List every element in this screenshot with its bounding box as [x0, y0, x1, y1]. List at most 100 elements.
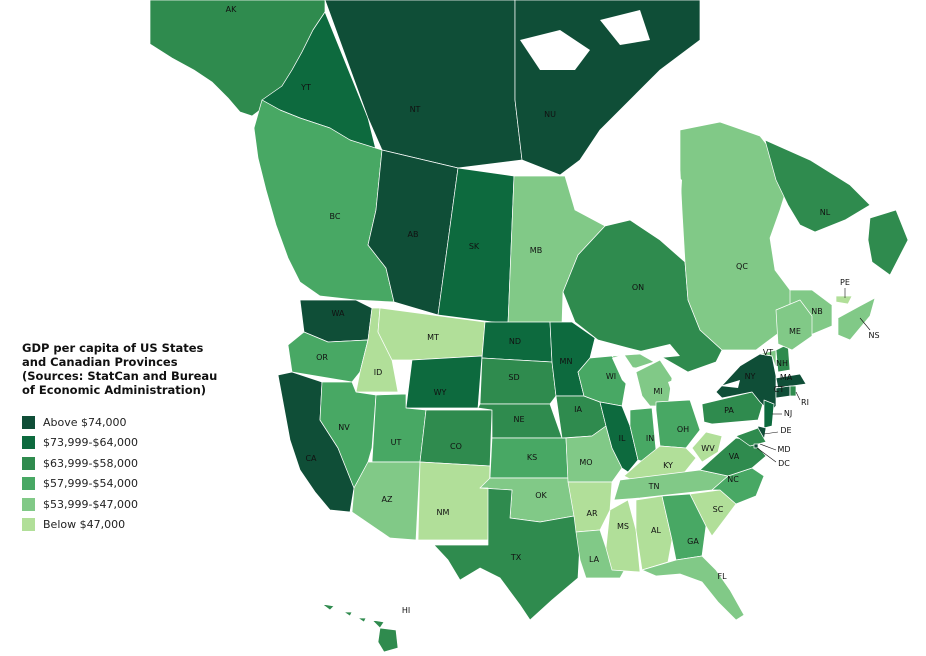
region-label-ut: UT: [391, 438, 402, 447]
region-vt: [759, 349, 777, 369]
region-label-nh: NH: [776, 359, 788, 368]
region-label-dc: DC: [778, 459, 790, 468]
region-label-hi: HI: [402, 606, 410, 615]
legend-title-line: GDP per capita of US States: [22, 341, 204, 355]
region-label-al: AL: [651, 526, 661, 535]
legend-item: Below $47,000: [22, 515, 138, 536]
region-nv: [319, 381, 377, 489]
legend-swatch: [22, 456, 35, 470]
region-label-ia: IA: [574, 405, 582, 414]
region-label-mo: MO: [579, 458, 592, 467]
region-label-in: IN: [646, 434, 654, 443]
legend-label: $63,999-$58,000: [43, 456, 138, 470]
region-wv: [691, 431, 723, 463]
region-label-ks: KS: [527, 453, 537, 462]
region-label-ms: MS: [617, 522, 629, 531]
region-hi: [321, 603, 399, 653]
region-label-pa: PA: [724, 406, 734, 415]
region-label-or: OR: [316, 353, 328, 362]
region-label-ct: CT: [774, 385, 785, 394]
region-label-bc: BC: [330, 212, 341, 221]
region-label-co: CO: [450, 442, 462, 451]
region-label-nu: NU: [544, 110, 556, 119]
region-ms: [605, 499, 641, 573]
water-body: [575, 160, 682, 240]
leader-line-ns: [859, 317, 871, 331]
region-label-wy: WY: [434, 388, 447, 397]
region-label-la: LA: [589, 555, 600, 564]
legend-swatch: [22, 477, 35, 491]
legend-swatch: [22, 415, 35, 429]
water-body: [636, 344, 680, 358]
region-label-ky: KY: [663, 461, 673, 470]
legend-title-line: (Sources: StatCan and Bureau: [22, 369, 218, 383]
water-body: [612, 354, 636, 388]
region-label-ma: MA: [780, 373, 793, 382]
legend-title: GDP per capita of US States and Canadian…: [22, 341, 222, 397]
region-label-ak: AK: [226, 5, 237, 14]
region-md: [735, 427, 767, 447]
region-fl: [641, 555, 745, 621]
region-sc: [689, 489, 737, 537]
region-label-nb: NB: [811, 307, 822, 316]
region-label-ri: RI: [801, 398, 809, 407]
region-label-ok: OK: [535, 491, 547, 500]
leader-line-md: [759, 443, 777, 451]
region-label-ar: AR: [586, 509, 597, 518]
region-nj: [763, 399, 775, 429]
region-label-ab: AB: [408, 230, 419, 239]
region-label-me: ME: [789, 327, 801, 336]
region-label-nd: ND: [509, 337, 521, 346]
legend-item: $63,999-$58,000: [22, 453, 138, 474]
region-oh: [655, 399, 701, 449]
region-label-vt: VT: [763, 348, 773, 357]
region-label-pe: PE: [840, 278, 850, 287]
region-label-sd: SD: [508, 373, 519, 382]
region-dc: [753, 443, 759, 449]
region-label-nj: NJ: [784, 409, 792, 418]
region-label-md: MD: [777, 445, 790, 454]
region-ns: [837, 297, 876, 341]
legend-swatch: [22, 497, 35, 511]
leader-line-dc: [756, 447, 777, 463]
region-label-wa: WA: [332, 309, 345, 318]
region-sd: [479, 357, 557, 405]
region-label-wv: WV: [701, 444, 715, 453]
region-label-ga: GA: [687, 537, 699, 546]
region-va: [699, 437, 767, 477]
region-ri: [789, 385, 797, 397]
legend-swatch: [22, 518, 35, 532]
region-ny: [715, 353, 777, 413]
region-label-nv: NV: [338, 423, 350, 432]
legend-item: $57,999-$54,000: [22, 474, 138, 495]
region-label-nt: NT: [410, 105, 421, 114]
region-il: [599, 401, 639, 473]
region-ca: [277, 371, 355, 513]
region-label-ne: NE: [513, 415, 524, 424]
region-pe: [835, 295, 853, 305]
region-label-oh: OH: [677, 425, 689, 434]
region-nm: [417, 461, 491, 541]
region-label-va: VA: [729, 452, 740, 461]
region-nl: [764, 139, 909, 276]
legend-label: Above $74,000: [43, 415, 127, 429]
water-body: [600, 10, 650, 45]
region-label-mb: MB: [530, 246, 542, 255]
legend-item: $73,999-$64,000: [22, 433, 138, 454]
region-label-qc: QC: [736, 262, 748, 271]
legend: Above $74,000 $73,999-$64,000 $63,999-$5…: [22, 412, 138, 535]
region-ma: [775, 373, 807, 389]
region-label-sc: SC: [713, 505, 724, 514]
region-label-yt: YT: [300, 83, 311, 92]
water-body: [720, 380, 740, 388]
legend-title-line: and Canadian Provinces: [22, 355, 178, 369]
region-label-nc: NC: [727, 475, 739, 484]
region-label-id: ID: [374, 368, 383, 377]
region-me: [775, 299, 813, 351]
region-label-mt: MT: [427, 333, 439, 342]
region-label-nl: NL: [820, 208, 831, 217]
leader-line-ri: [795, 391, 801, 401]
region-label-ny: NY: [745, 372, 756, 381]
legend-item: Above $74,000: [22, 412, 138, 433]
